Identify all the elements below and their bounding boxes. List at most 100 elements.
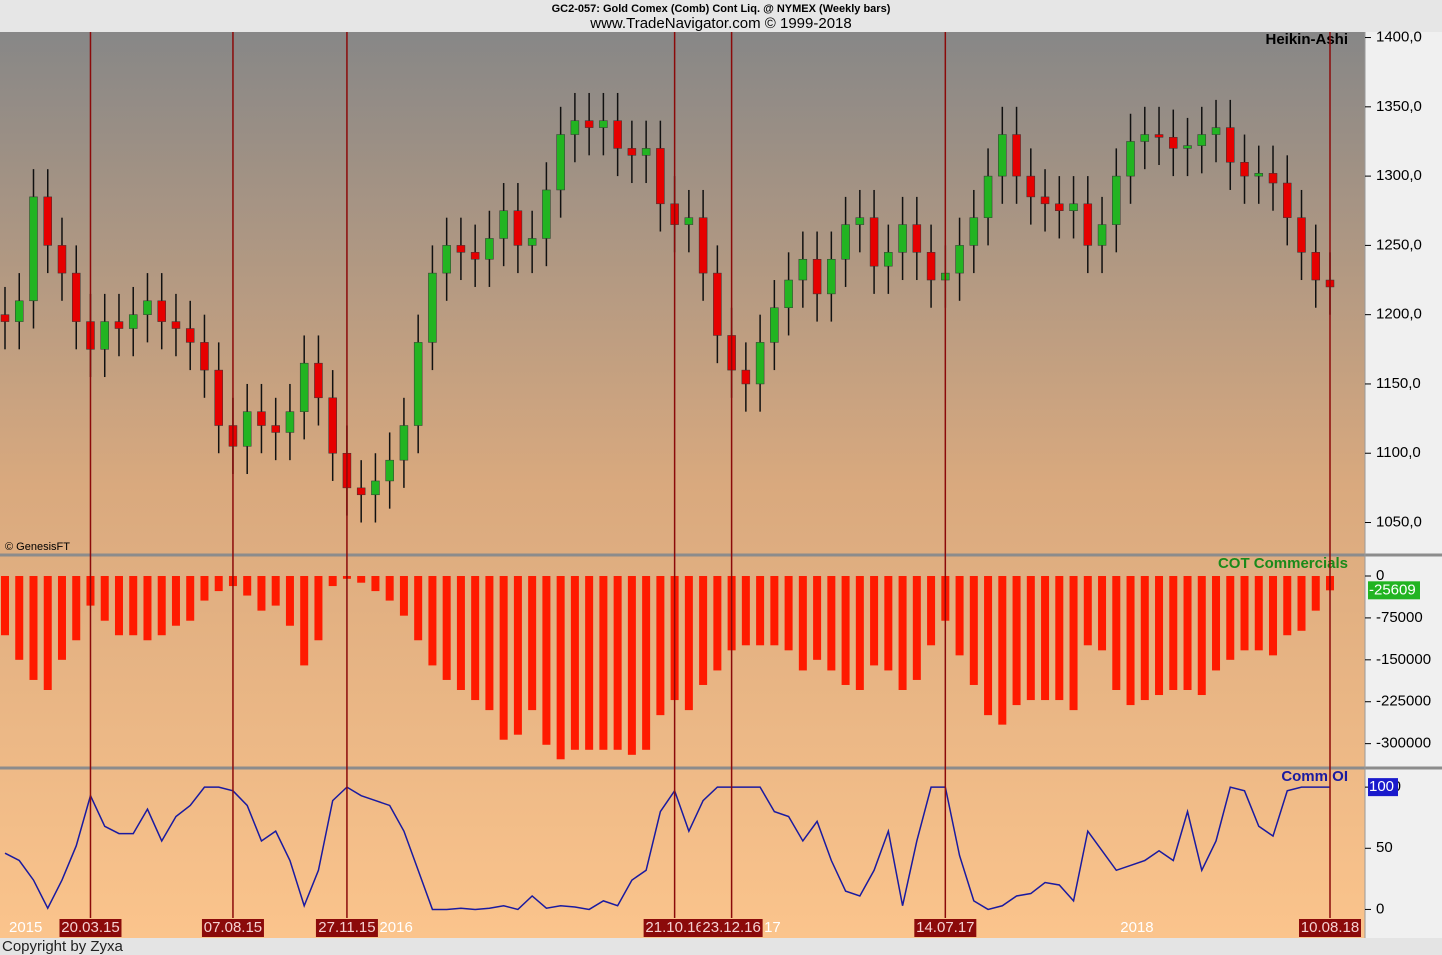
y-tick-label: -300000 (1376, 735, 1431, 752)
candle-body (513, 210, 523, 246)
bar (1212, 576, 1221, 671)
bar (1126, 576, 1135, 706)
bar (357, 576, 366, 583)
y-tick-label: 0 (1376, 567, 1384, 584)
candle-body (1097, 224, 1107, 246)
y-tick-label: 1400,0 (1376, 29, 1422, 46)
bar (385, 576, 394, 601)
bar (200, 576, 209, 601)
bar (171, 576, 180, 626)
candle-body (841, 224, 850, 260)
event-label-box (201, 919, 264, 937)
bar (43, 576, 52, 690)
candle-body (983, 175, 993, 218)
candle-body (542, 189, 551, 239)
candle-body (29, 196, 38, 302)
bar (72, 576, 81, 641)
candle-body (100, 321, 109, 350)
bar (257, 576, 266, 611)
candle-body (812, 258, 822, 295)
candle-body (741, 369, 751, 385)
bar (1112, 576, 1121, 690)
candle-body (428, 272, 437, 343)
candle-body (43, 196, 52, 246)
y-tick-label: -75000 (1376, 609, 1423, 626)
bar (984, 576, 993, 716)
candle-body (470, 252, 480, 260)
candle-body (1126, 141, 1135, 177)
bar (756, 576, 765, 646)
header-bg (0, 0, 1442, 32)
event-label: 10.08.18 (1301, 919, 1359, 936)
event-label-box (315, 919, 378, 937)
event-label-box (59, 919, 122, 937)
candle-body (955, 245, 964, 274)
bar (314, 576, 323, 641)
candle-body (1026, 175, 1036, 198)
bar (114, 576, 123, 636)
candle-body (242, 411, 252, 447)
bar (998, 576, 1007, 725)
candle-body (1211, 127, 1221, 135)
bar (414, 576, 423, 641)
bar (684, 576, 693, 711)
candle-body (499, 210, 508, 239)
event-label: 27.11.15 (318, 919, 375, 936)
y-tick-label: 1300,0 (1376, 167, 1422, 184)
bar (1012, 576, 1021, 706)
bar (1311, 576, 1320, 611)
bar (1083, 576, 1092, 646)
event-label: 07.08.15 (204, 919, 262, 936)
bar (100, 576, 109, 621)
y-tick-label: -225000 (1376, 693, 1431, 710)
candle-body (442, 245, 451, 274)
copyright: Copyright by Zyxa (2, 938, 124, 955)
bar (570, 576, 579, 750)
candle-body (884, 252, 893, 267)
candle-body (57, 245, 67, 274)
bar (485, 576, 494, 711)
bar (1140, 576, 1149, 701)
candle-body (143, 300, 152, 315)
bar (884, 576, 893, 671)
candle-body (713, 272, 722, 336)
bar (300, 576, 309, 666)
candle-body (1154, 134, 1164, 138)
event-label-box (1299, 919, 1361, 937)
candle-body (1240, 162, 1249, 177)
pane-title: COT Commercials (1218, 555, 1348, 572)
bar (186, 576, 195, 621)
candle-body (784, 279, 793, 308)
bar (1283, 576, 1292, 636)
candle-body (770, 307, 779, 343)
candle-body (1183, 145, 1192, 149)
last-value-box (1368, 778, 1398, 797)
candle-body (485, 238, 494, 260)
bar (399, 576, 408, 616)
bar (841, 576, 850, 685)
candle-body (1297, 217, 1306, 253)
candle-body (827, 258, 836, 295)
bar (15, 576, 24, 660)
y-tick-label: 1350,0 (1376, 98, 1422, 115)
bar (741, 576, 750, 646)
candle-body (128, 314, 138, 329)
bar (271, 576, 280, 606)
bar (1226, 576, 1235, 660)
candle-body (755, 342, 765, 385)
y-tick-label: 1250,0 (1376, 236, 1422, 253)
bar (1240, 576, 1249, 651)
bar (798, 576, 807, 671)
candle-body (271, 425, 280, 433)
bar (813, 576, 822, 660)
bar (699, 576, 708, 685)
bar (428, 576, 437, 666)
candle-body (0, 314, 10, 322)
x-tick-label: 17 (764, 919, 781, 936)
bar (955, 576, 964, 656)
bar (542, 576, 551, 745)
candle-body (656, 148, 665, 205)
bar (898, 576, 907, 690)
bar (1155, 576, 1164, 696)
